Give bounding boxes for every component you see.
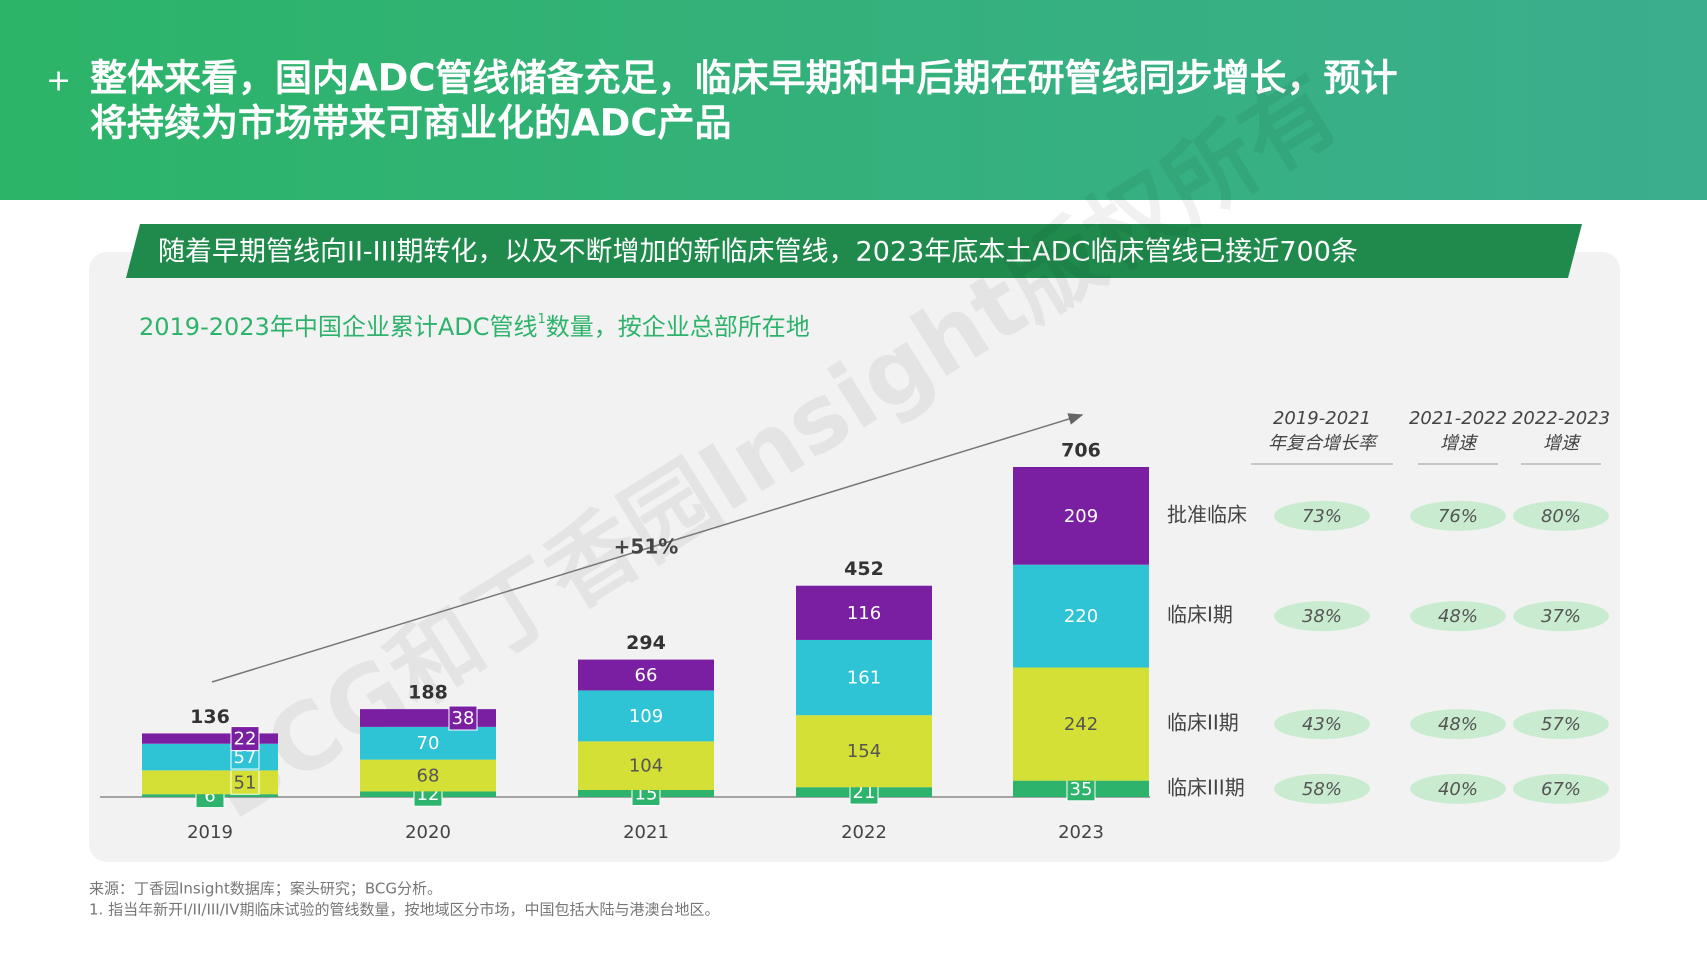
total-label: 294 bbox=[626, 632, 666, 654]
bar-segment bbox=[360, 759, 496, 792]
growth-pill bbox=[1513, 773, 1609, 804]
bar-segment bbox=[1013, 564, 1149, 668]
segment-label: 57 bbox=[234, 747, 257, 768]
segment-label: 68 bbox=[417, 765, 440, 786]
growth-pill bbox=[1410, 500, 1506, 531]
subtitle-footnote: 1 bbox=[537, 312, 545, 327]
segment-label: 35 bbox=[1070, 779, 1093, 800]
subtitle-part: 数量，按企业总部所在地 bbox=[546, 313, 810, 341]
x-tick-label: 2021 bbox=[623, 822, 669, 843]
growth-label: 57% bbox=[1541, 714, 1581, 735]
bar-segment bbox=[1013, 467, 1149, 565]
table-header: 2022-2023 bbox=[1512, 408, 1610, 429]
growth-pill bbox=[1410, 601, 1506, 632]
growth-pill bbox=[1274, 709, 1370, 740]
table-header: 2019-2021 bbox=[1273, 408, 1371, 429]
segment-label: 51 bbox=[234, 772, 257, 793]
growth-annotation: +51% bbox=[614, 535, 679, 559]
bar-segment bbox=[578, 741, 714, 790]
growth-label: 80% bbox=[1541, 506, 1581, 527]
row-label: 临床I期 bbox=[1167, 603, 1233, 627]
bar-segment bbox=[142, 733, 278, 744]
segment-label: 209 bbox=[1064, 506, 1098, 527]
growth-label: 40% bbox=[1438, 779, 1478, 800]
segment-label: 22 bbox=[234, 729, 257, 750]
title-line: 将持续为市场带来可商业化的ADC产品 bbox=[90, 102, 732, 145]
bar-segment bbox=[578, 659, 714, 691]
table-header: 2021-2022 bbox=[1409, 408, 1507, 429]
segment-label: 6 bbox=[204, 786, 215, 807]
header-band bbox=[0, 0, 1707, 200]
row-label: 临床II期 bbox=[1167, 711, 1239, 735]
x-tick-label: 2019 bbox=[187, 822, 233, 843]
growth-label: 43% bbox=[1302, 714, 1342, 735]
growth-pill bbox=[1513, 601, 1609, 632]
total-label: 136 bbox=[190, 706, 230, 728]
growth-label: 76% bbox=[1438, 506, 1478, 527]
growth-label: 67% bbox=[1541, 779, 1581, 800]
growth-pill bbox=[1274, 601, 1370, 632]
row-label: 批准临床 bbox=[1167, 502, 1247, 526]
x-tick-label: 2022 bbox=[841, 822, 887, 843]
table-header: 增速 bbox=[1440, 433, 1479, 454]
header-marker: + bbox=[46, 64, 71, 99]
growth-label: 58% bbox=[1302, 779, 1342, 800]
growth-label: 73% bbox=[1302, 506, 1342, 527]
bar-segment bbox=[796, 715, 932, 788]
x-tick-label: 2020 bbox=[405, 822, 451, 843]
growth-label: 38% bbox=[1302, 606, 1342, 627]
label-box bbox=[448, 705, 478, 731]
footer-note: 1. 指当年新开I/II/III/IV期临床试验的管线数量，按地域区分市场，中国… bbox=[89, 901, 719, 919]
label-box bbox=[230, 769, 260, 795]
total-label: 706 bbox=[1061, 440, 1101, 462]
x-tick-label: 2023 bbox=[1058, 822, 1104, 843]
segment-label: 104 bbox=[629, 756, 663, 777]
bar-segment bbox=[796, 585, 932, 640]
bar-segment bbox=[796, 639, 932, 716]
segment-label: 161 bbox=[847, 668, 881, 689]
growth-pill bbox=[1274, 500, 1370, 531]
growth-pill bbox=[1274, 773, 1370, 804]
title-line: 整体来看，国内ADC管线储备充足，临床早期和中后期在研管线同步增长，预计 bbox=[90, 57, 1398, 100]
table-header: 年复合增长率 bbox=[1268, 433, 1379, 454]
chart-subtitle: 2019-2023年中国企业累计ADC管线1数量，按企业总部所在地 bbox=[139, 312, 810, 342]
subtitle-part: 2019-2023年中国企业累计ADC管线 bbox=[139, 313, 537, 341]
label-box bbox=[230, 726, 260, 752]
bar-segment bbox=[578, 690, 714, 742]
bar-segment bbox=[360, 726, 496, 760]
segment-label: 242 bbox=[1064, 714, 1098, 735]
growth-arrow bbox=[211, 413, 1084, 683]
segment-label: 70 bbox=[417, 733, 440, 754]
segment-label: 109 bbox=[629, 706, 663, 727]
segment-label: 21 bbox=[853, 782, 876, 803]
segment-label: 220 bbox=[1064, 606, 1098, 627]
segment-label: 66 bbox=[635, 665, 658, 686]
growth-pill bbox=[1410, 773, 1506, 804]
growth-label: 48% bbox=[1438, 606, 1478, 627]
growth-label: 48% bbox=[1438, 714, 1478, 735]
banner-text: 随着早期管线向II-III期转化，以及不断增加的新临床管线，2023年底本土AD… bbox=[158, 237, 1358, 268]
segment-label: 116 bbox=[847, 603, 881, 624]
label-box bbox=[1066, 776, 1096, 802]
growth-pill bbox=[1513, 709, 1609, 740]
total-label: 452 bbox=[844, 558, 884, 580]
row-label: 临床III期 bbox=[1167, 775, 1245, 799]
bar-segment bbox=[1013, 667, 1149, 781]
segment-label: 38 bbox=[452, 708, 475, 729]
table-header: 增速 bbox=[1543, 433, 1582, 454]
total-label: 188 bbox=[408, 682, 448, 704]
growth-pill bbox=[1410, 709, 1506, 740]
segment-label: 154 bbox=[847, 741, 881, 762]
growth-label: 37% bbox=[1541, 606, 1581, 627]
banner-bg bbox=[126, 224, 1582, 278]
footer-source: 来源：丁香园Insight数据库；案头研究；BCG分析。 bbox=[89, 880, 442, 898]
growth-pill bbox=[1513, 500, 1609, 531]
